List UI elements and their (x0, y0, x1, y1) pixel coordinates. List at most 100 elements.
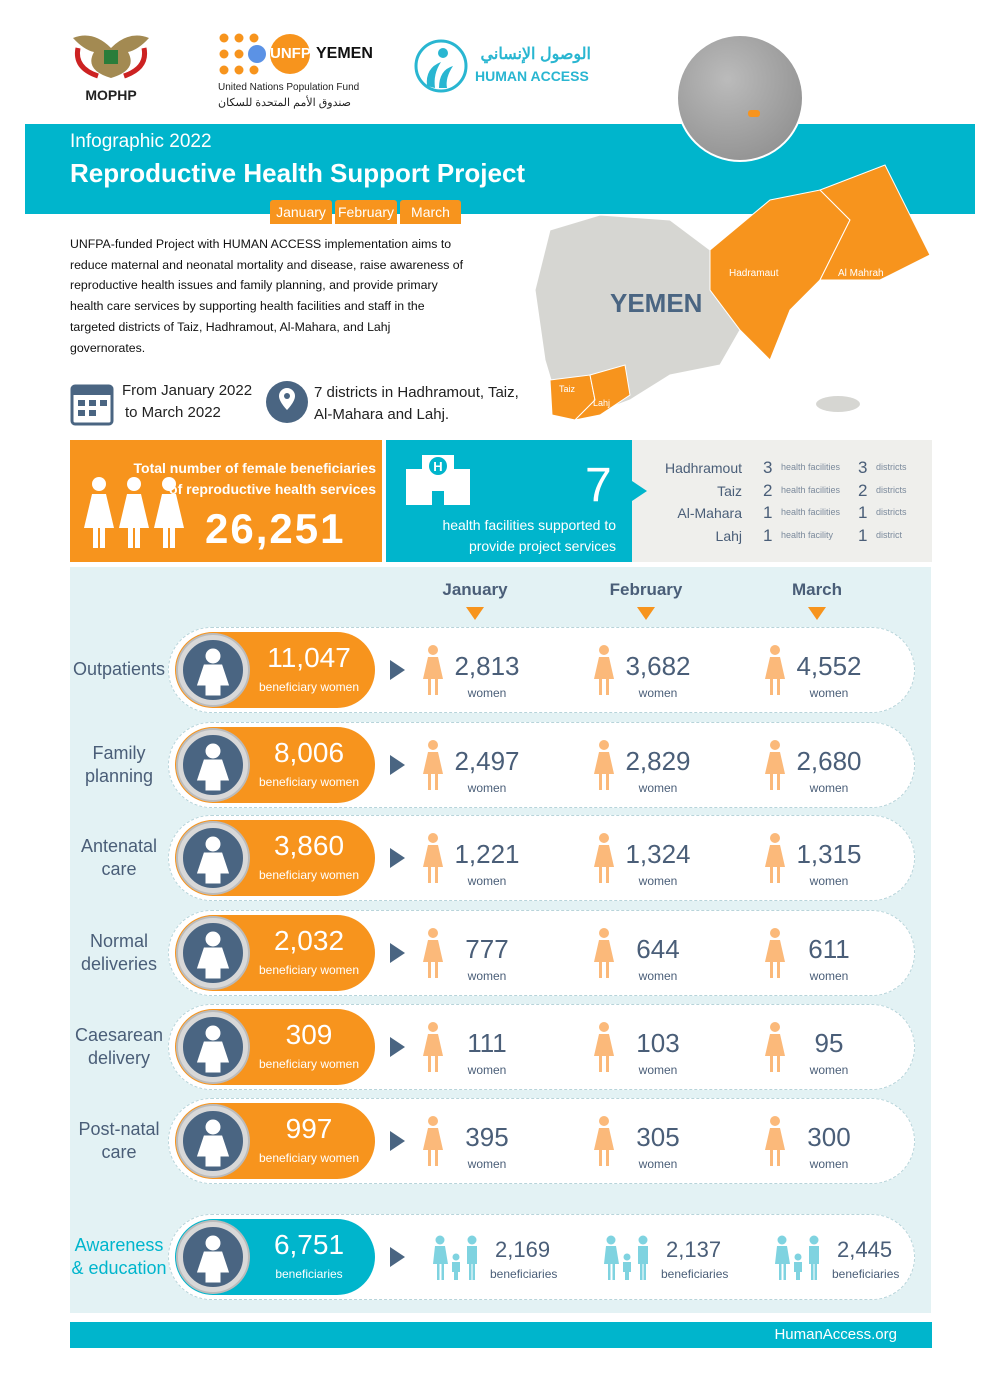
down-triangle-icon (637, 607, 655, 620)
monthly-unit: women (467, 686, 507, 700)
monthly-unit: beneficiaries (661, 1267, 729, 1281)
service-total-unit: beneficiary women (258, 963, 360, 977)
human-access-english: HUMAN ACCESS (475, 68, 589, 84)
mophp-label: MOPHP (85, 87, 137, 103)
beneficiaries-value: 26,251 (205, 505, 346, 552)
service-label: Post-natal care (78, 1119, 160, 1162)
service-total-unit: beneficiary women (258, 680, 360, 694)
governorate-districts-label: districts (876, 507, 907, 517)
monthly-value: 777 (465, 934, 509, 964)
governorate-facilities-label: health facilities (781, 507, 841, 517)
woman-icon (764, 740, 786, 795)
region-hadramaut (709, 189, 851, 361)
woman-icon (422, 645, 444, 700)
intro-paragraph: UNFPA-funded Project with HUMAN ACCESS i… (70, 237, 464, 355)
monthly-value: 111 (467, 1028, 507, 1058)
monthly-value: 2,445 (837, 1237, 893, 1262)
monthly-value: 2,680 (796, 746, 862, 776)
mother-baby-icon (178, 1106, 248, 1176)
governorate-facilities-label: health facilities (781, 462, 841, 472)
service-label: Normal deliveries (80, 931, 158, 974)
down-triangle-icon (808, 607, 826, 620)
woman-icon (422, 833, 444, 888)
service-label: Antenatal care (80, 836, 158, 879)
service-total-unit: beneficiary women (258, 775, 360, 789)
woman-icon (593, 645, 615, 700)
footer-website-link[interactable]: HumanAccess.org (774, 1326, 897, 1343)
svg-text:H: H (433, 459, 442, 474)
monthly-unit: beneficiaries (490, 1267, 558, 1281)
monthly-value: 1,324 (625, 839, 691, 869)
monthly-unit: women (467, 969, 507, 983)
region-lahj (573, 364, 631, 421)
delivery-icon (178, 918, 248, 988)
monthly-unit: women (638, 686, 678, 700)
monthly-value: 2,829 (625, 746, 691, 776)
governorate-name: Taiz (717, 482, 742, 499)
family-icon (602, 1235, 652, 1286)
period-end: to March 2022 (125, 404, 221, 421)
arrow-right-icon (390, 755, 405, 775)
woman-icon (593, 1116, 615, 1171)
monthly-unit: women (467, 874, 507, 888)
woman-icon (764, 833, 786, 888)
monthly-value: 611 (808, 934, 850, 964)
arrow-right-icon (390, 1247, 405, 1267)
service-label: Awareness & education (71, 1235, 167, 1278)
map-label-hadramaut: Hadramaut (729, 268, 779, 279)
service-total: 309 (285, 1019, 333, 1050)
woman-icon (422, 1022, 444, 1077)
unfpa-country: YEMEN (316, 45, 373, 62)
service-total-unit: beneficiary women (258, 868, 360, 882)
page-title: Reproductive Health Support Project (70, 158, 526, 188)
month-tag-january: January (270, 200, 332, 224)
family-icon (431, 1235, 481, 1286)
month-tag-february: February (335, 200, 397, 224)
three-women-icon (84, 477, 184, 548)
arrow-right-icon (390, 1037, 405, 1057)
unfpa-logo: UNFPA YEMEN United Nations Population Fu… (218, 32, 378, 112)
governorate-districts-count: 2 (858, 480, 868, 500)
monthly-value: 2,169 (495, 1237, 551, 1262)
monthly-unit: beneficiaries (832, 1267, 900, 1281)
monthly-unit: women (467, 781, 507, 795)
footer-bar (70, 1322, 932, 1348)
monthly-value: 103 (636, 1028, 680, 1058)
monthly-value: 4,552 (796, 651, 862, 681)
governorate-name: Hadhramout (664, 460, 742, 476)
column-header-february: February (609, 580, 683, 599)
megaphone-icon (178, 1222, 248, 1292)
woman-icon (593, 928, 615, 983)
facilities-pointer (632, 481, 647, 501)
infographic-subtitle: Infographic 2022 (70, 131, 212, 152)
globe-pin-icon (266, 381, 308, 423)
region-al-mahrah (819, 164, 931, 281)
map-label-al-mahrah: Al Mahrah (838, 268, 884, 279)
facilities-label: health facilities supported to provide p… (442, 517, 616, 554)
monthly-unit: women (467, 1157, 507, 1171)
monthly-unit: women (467, 1063, 507, 1077)
woman-icon (593, 833, 615, 888)
stethoscope-icon (178, 635, 248, 705)
pregnant-woman-icon (178, 823, 248, 893)
map-label-lahj: Lahj (593, 398, 611, 408)
mophp-logo: MOPHP (68, 30, 154, 103)
monthly-unit: women (638, 781, 678, 795)
beneficiaries-label: Total number of female beneficiaries of … (133, 460, 376, 497)
governorate-districts-count: 1 (858, 503, 868, 522)
arrow-right-icon (390, 1131, 405, 1151)
monthly-value: 2,813 (454, 651, 520, 681)
woman-icon (422, 1116, 444, 1171)
governorate-name: Lahj (715, 527, 742, 544)
monthly-value: 95 (814, 1028, 844, 1058)
monthly-unit: women (809, 969, 849, 983)
arrow-right-icon (390, 660, 405, 680)
monthly-unit: women (638, 874, 678, 888)
service-total: 6,751 (273, 1229, 345, 1260)
monthly-value: 300 (807, 1122, 851, 1152)
service-label: Caesarean delivery (74, 1025, 164, 1068)
governorate-name: Al-Mahara (677, 505, 742, 521)
woman-icon (593, 740, 615, 795)
monthly-value: 644 (636, 934, 680, 964)
governorate-districts-count: 1 (858, 525, 868, 545)
